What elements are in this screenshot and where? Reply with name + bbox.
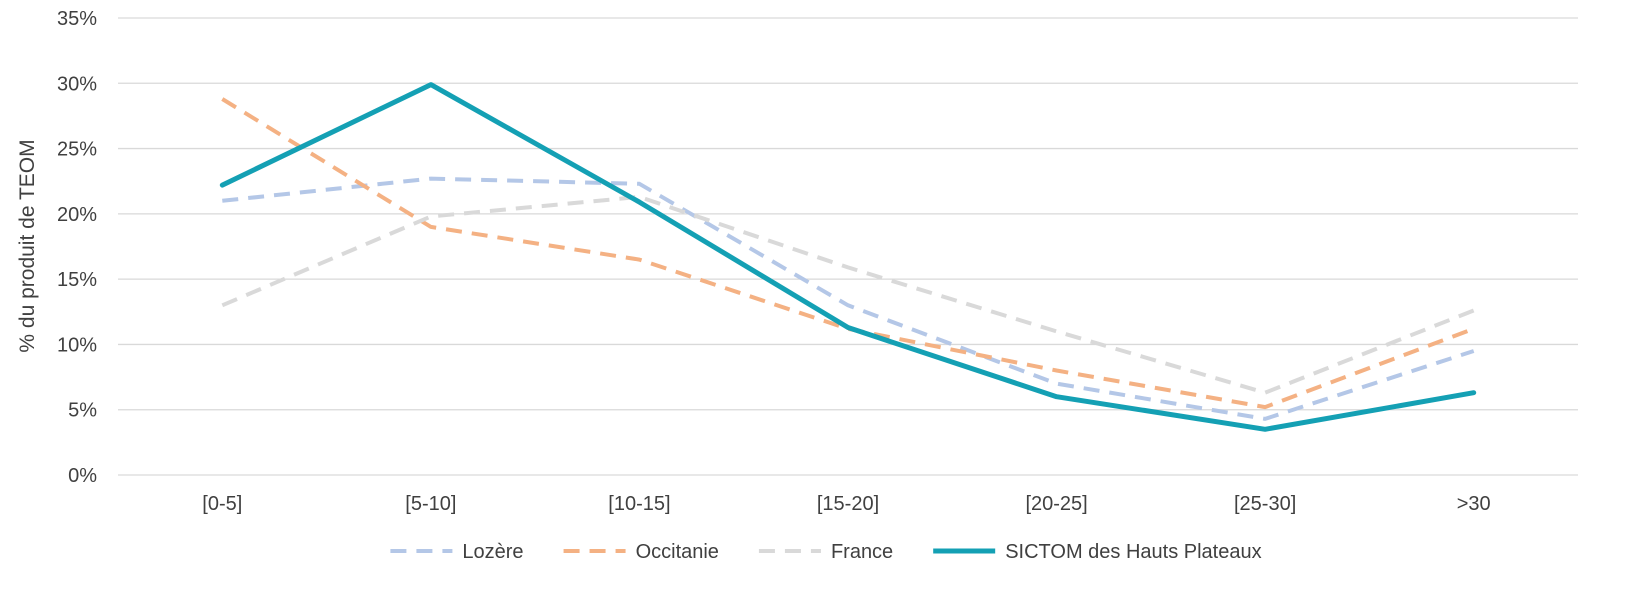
y-tick-label: 25% — [57, 139, 97, 161]
x-tick-label: [15-20] — [817, 493, 879, 515]
y-tick-label: 0% — [68, 465, 97, 487]
x-tick-label: >30 — [1457, 493, 1491, 515]
legend-label-sictom-des-hauts-plateaux: SICTOM des Hauts Plateaux — [1005, 541, 1261, 563]
legend-label-occitanie: Occitanie — [636, 541, 719, 563]
legend-label-lozere: Lozère — [462, 541, 523, 563]
y-tick-label: 30% — [57, 73, 97, 95]
y-tick-label: 10% — [57, 334, 97, 356]
y-axis-title: % du produit de TEOM — [16, 139, 39, 352]
legend: Lozère Occitanie France SICTOM des Hauts Pl… — [390, 541, 1262, 563]
y-tick-label: 15% — [57, 269, 97, 291]
series-line-occitanie — [221, 97, 1475, 410]
series-lines — [219, 82, 1477, 432]
x-tick-label: [20-25] — [1025, 493, 1087, 515]
series-line-france — [221, 194, 1475, 395]
x-tick-label: [10-15] — [608, 493, 670, 515]
series-line-sictom-des-hauts-plateaux — [219, 82, 1477, 432]
gridlines — [118, 17, 1578, 476]
x-axis-ticks: [0-5] [5-10] [10-15] [15-20] [20-25] [25-30] >… — [202, 493, 1490, 515]
legend-label-france: France — [831, 541, 893, 563]
y-axis-ticks: 0% 5% 10% 15% 20% 25% 30% 35% — [57, 8, 97, 487]
y-tick-label: 5% — [68, 400, 97, 422]
x-tick-label: [25-30] — [1234, 493, 1296, 515]
y-tick-label: 35% — [57, 8, 97, 30]
series-line-lozere — [222, 176, 1475, 421]
y-tick-label: 20% — [57, 204, 97, 226]
x-tick-label: [5-10] — [405, 493, 456, 515]
x-tick-label: [0-5] — [202, 493, 242, 515]
